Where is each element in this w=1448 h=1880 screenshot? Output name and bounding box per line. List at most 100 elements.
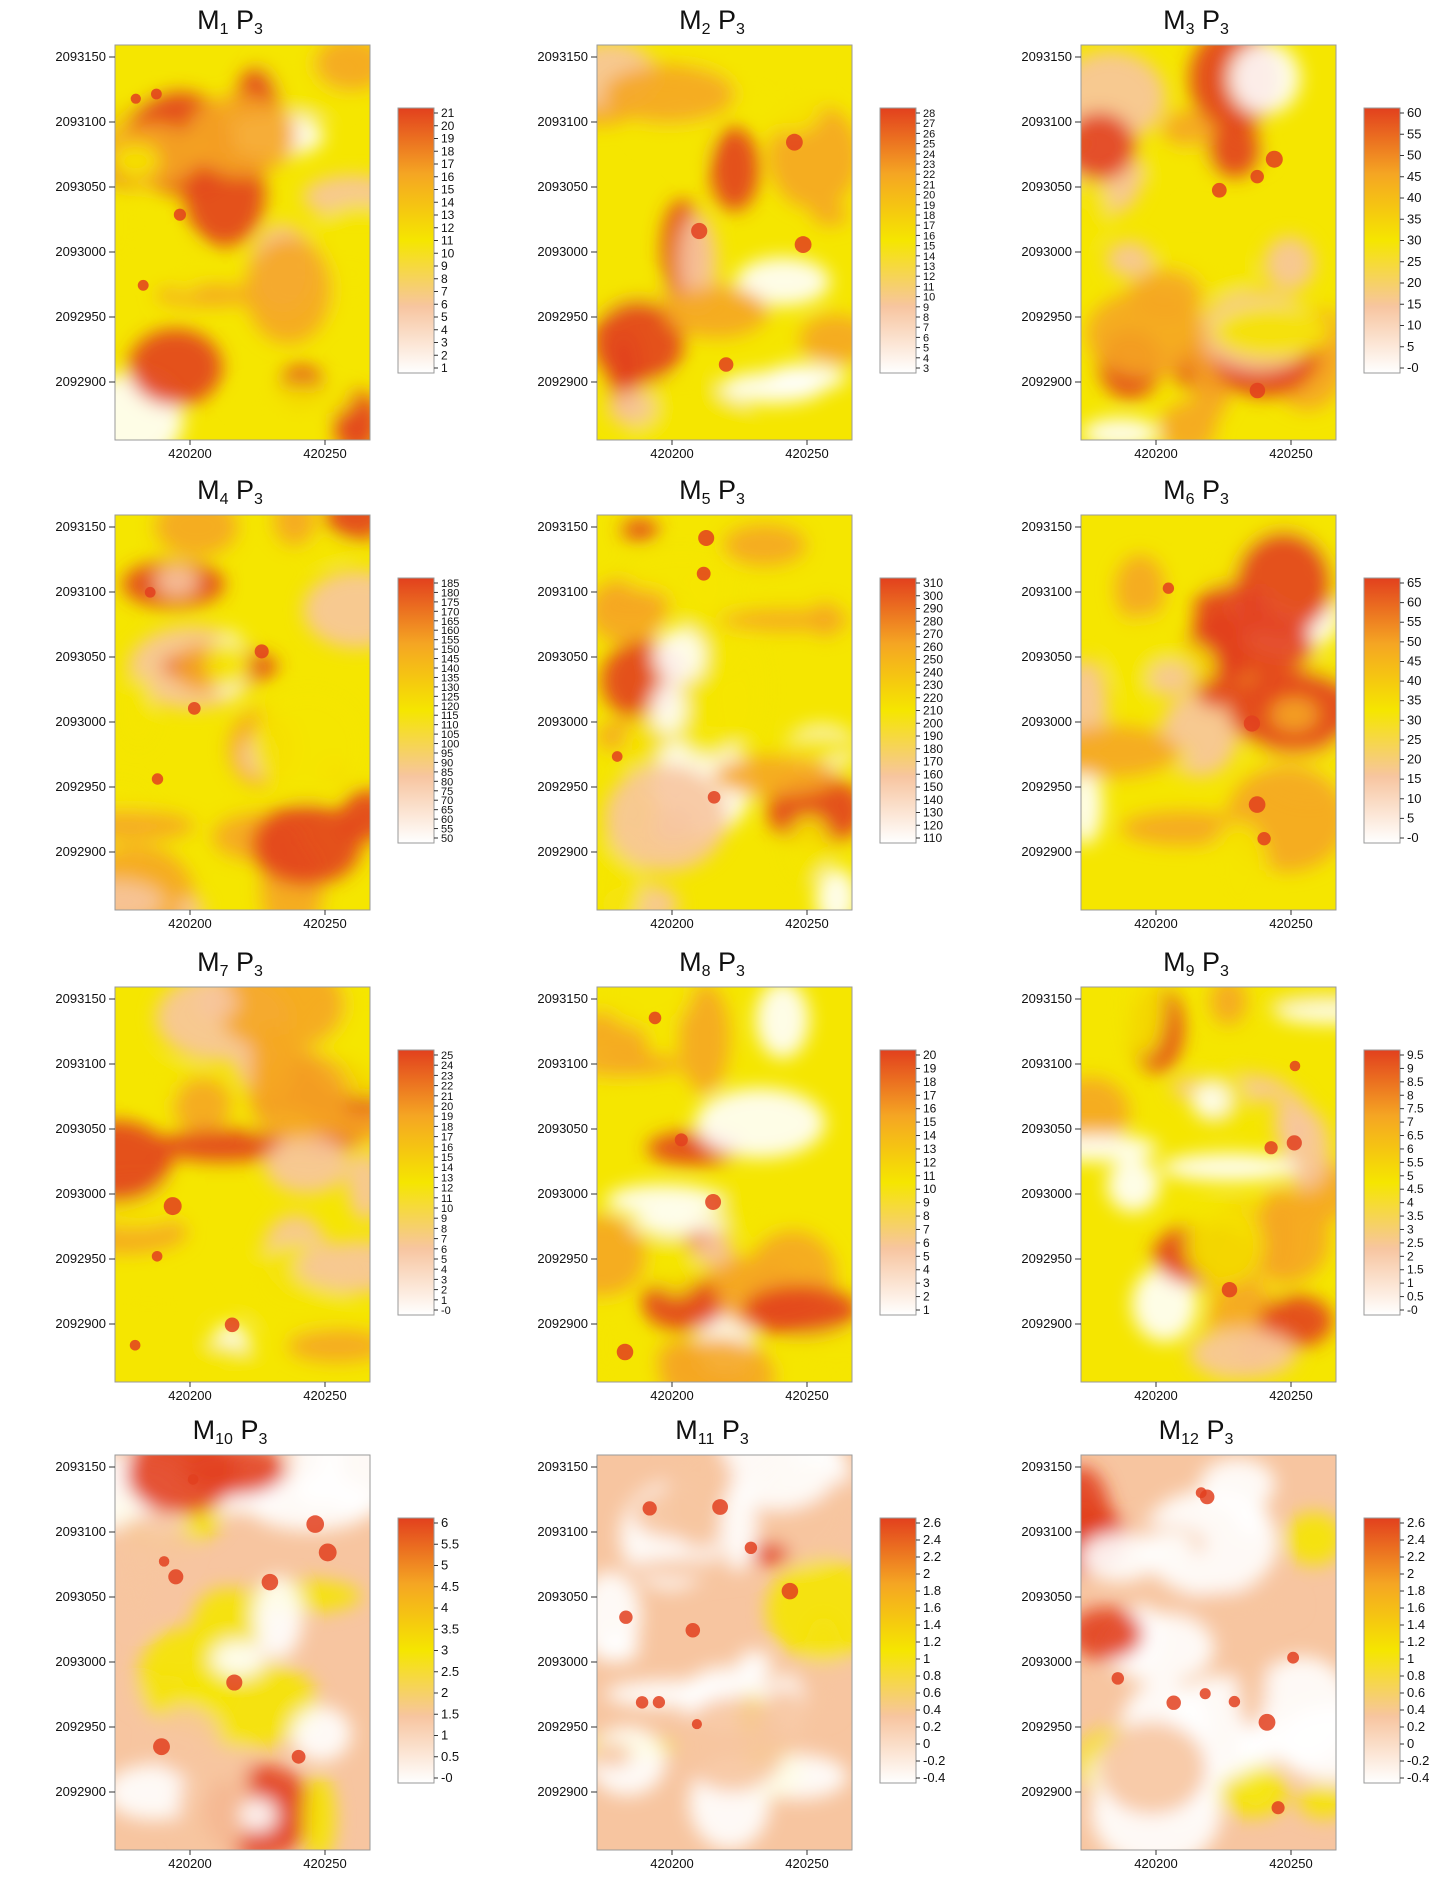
title-index: 2 <box>701 21 711 38</box>
plot-frame <box>596 44 853 441</box>
y-tick-label: 2092950 <box>55 1251 106 1266</box>
colorbar-label: 30 <box>1407 712 1421 727</box>
y-tick-label: 2093050 <box>1021 1121 1072 1136</box>
heatmap-panel: M3 P3 2093150 2093100 2093050 2093000 2092950… <box>966 0 1446 470</box>
colorbar-label: 18 <box>441 144 455 158</box>
field-blob <box>173 1077 232 1133</box>
colorbar <box>397 1517 435 1784</box>
panel-title: M1 P3 <box>100 0 360 40</box>
hot-spot <box>137 279 149 291</box>
colorbar-label: 21 <box>441 1091 453 1103</box>
colorbar-label: 310 <box>923 576 943 590</box>
hot-spot <box>151 773 164 785</box>
colorbar-label: 8 <box>441 1223 447 1235</box>
hot-spot <box>1248 796 1266 813</box>
y-tick-label: 2093000 <box>1021 244 1072 259</box>
colorbar-label: 18 <box>923 1075 937 1089</box>
hot-spot <box>1166 1695 1181 1710</box>
title-suffix: P <box>710 947 736 977</box>
colorbar-label: 2.4 <box>1407 1532 1425 1547</box>
colorbar-label: 13 <box>441 1172 453 1184</box>
colorbar-label: 17 <box>923 220 935 232</box>
colorbar-label: 90 <box>441 757 453 769</box>
colorbar-label: 120 <box>441 701 459 713</box>
field-blob <box>1188 1328 1297 1379</box>
hot-spot <box>691 1719 702 1730</box>
y-tick-label: 2092950 <box>55 779 106 794</box>
colorbar-label: 11 <box>923 281 934 293</box>
colorbar-label: 21 <box>923 179 935 191</box>
title-base: M <box>1163 475 1186 505</box>
colorbar-label: 5 <box>923 1249 930 1263</box>
y-tick-label: 2092900 <box>55 844 106 859</box>
hot-spot <box>616 1343 634 1361</box>
plot-frame <box>114 44 371 441</box>
hot-spot <box>718 357 734 372</box>
colorbar-label: 25 <box>441 1050 453 1062</box>
colorbar-label: 9.5 <box>1407 1048 1424 1062</box>
field-blob <box>347 1150 370 1222</box>
field-blob <box>115 810 195 842</box>
y-tick-label: 2092900 <box>1021 1784 1072 1799</box>
colorbar-label: 0.2 <box>923 1719 941 1734</box>
y-tick-label: 2093050 <box>1021 649 1072 664</box>
field-blob <box>1270 697 1319 733</box>
y-tick-label: 2093050 <box>537 649 588 664</box>
colorbar-label: 0.8 <box>1407 1668 1425 1683</box>
colorbar-label: 55 <box>441 824 453 836</box>
field-blob <box>741 1284 852 1336</box>
field-blob <box>291 1706 352 1762</box>
title-index: 7 <box>219 963 229 980</box>
x-tick-label: 420250 <box>1269 446 1312 461</box>
colorbar-label: 12 <box>441 221 455 235</box>
colorbar-label: 5.5 <box>1407 1155 1424 1169</box>
y-tick-label: 2093000 <box>55 1186 106 1201</box>
field-blob <box>123 675 155 746</box>
field-blob <box>1229 45 1301 115</box>
field-blob <box>115 1289 199 1319</box>
plot-frame <box>114 986 371 1383</box>
colorbar-label: 0.6 <box>923 1685 941 1700</box>
title-suffix: P <box>228 475 254 505</box>
y-tick-label: 2093050 <box>537 179 588 194</box>
colorbar-label: 11 <box>441 234 454 248</box>
field-blob <box>115 1060 210 1082</box>
plot-frame <box>114 1454 371 1851</box>
colorbar-label: 13 <box>441 208 455 222</box>
panel-title: M3 P3 <box>1066 0 1326 40</box>
hot-spot <box>1228 1695 1241 1708</box>
heatmap-svg: 2093150 2093100 2093050 2093000 2092950 20929… <box>55 986 453 1403</box>
hot-spot <box>642 1501 657 1516</box>
colorbar-label: 19 <box>441 132 455 146</box>
field-blob <box>1081 1134 1159 1162</box>
heatmap-field <box>597 515 852 910</box>
field-blob <box>325 515 370 540</box>
title-suffix-index: 3 <box>258 1431 268 1448</box>
field-blob <box>694 45 820 74</box>
title-base: M <box>192 1415 216 1445</box>
title-suffix-index: 3 <box>254 21 263 38</box>
colorbar-label: 15 <box>923 241 935 253</box>
field-blob <box>128 328 223 407</box>
field-blob <box>216 987 345 1052</box>
field-blob <box>1192 1083 1230 1118</box>
colorbar-label: 7 <box>923 1222 930 1236</box>
field-blob <box>600 1633 640 1662</box>
hot-spot <box>1111 1672 1125 1685</box>
colorbar-label: 15 <box>1407 771 1421 786</box>
title-index: 5 <box>701 491 711 508</box>
colorbar-label: 8 <box>923 312 929 324</box>
title-base: M <box>675 1415 698 1445</box>
colorbar-label: 10 <box>1407 791 1421 806</box>
field-blob <box>197 987 238 1020</box>
heatmap-svg: 2093150 2093100 2093050 2093000 2092950 20929… <box>55 1454 459 1871</box>
colorbar-label: 55 <box>1407 126 1421 141</box>
colorbar-label: 9 <box>923 302 929 314</box>
title-base: M <box>1163 5 1186 35</box>
field-blob <box>641 1277 726 1331</box>
colorbar-label: 240 <box>923 665 943 679</box>
colorbar-label: 40 <box>1407 190 1421 205</box>
hot-spot <box>144 586 156 598</box>
colorbar-label: 120 <box>923 818 943 832</box>
y-tick-label: 2093100 <box>1021 114 1072 129</box>
